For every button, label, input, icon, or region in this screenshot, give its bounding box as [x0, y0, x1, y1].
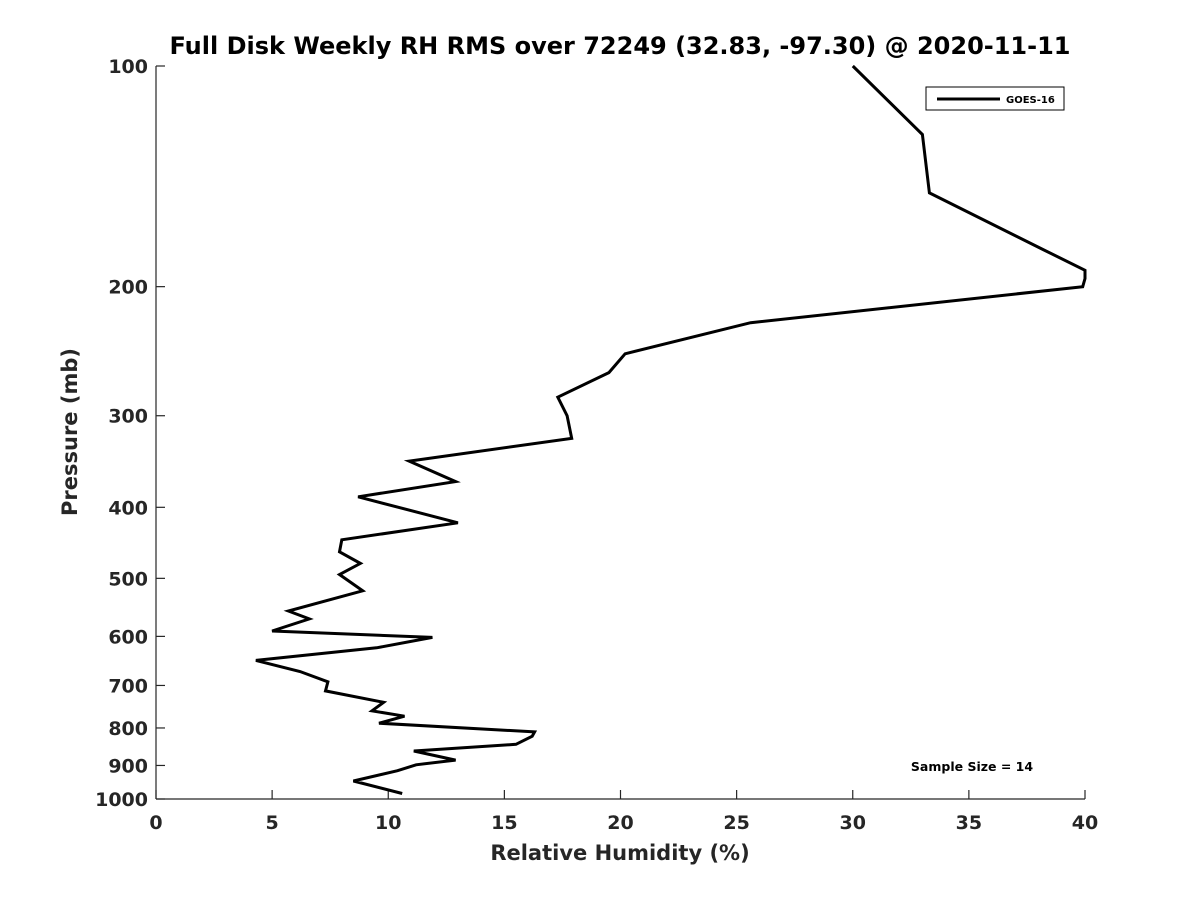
y-tick-label: 1000	[95, 789, 148, 811]
y-tick-label: 200	[108, 277, 148, 299]
y-tick-label: 600	[108, 626, 148, 648]
series-line-goes-16	[255, 64, 1087, 795]
y-tick-label: 800	[108, 718, 148, 740]
y-tick-label: 300	[108, 406, 148, 428]
sample-size-annotation: Sample Size = 14	[911, 759, 1033, 774]
x-tick-label: 20	[607, 812, 633, 834]
y-tick-label: 700	[108, 675, 148, 697]
x-tick-label: 10	[375, 812, 401, 834]
y-tick-label: 400	[108, 497, 148, 519]
x-tick-label: 40	[1072, 812, 1098, 834]
y-tick-label: 500	[108, 568, 148, 590]
y-tick-label: 900	[108, 755, 148, 777]
legend-label-goes-16: GOES-16	[1006, 95, 1055, 106]
y-tick-label: 100	[108, 56, 148, 78]
x-axis-label: Relative Humidity (%)	[490, 841, 749, 865]
series-group	[255, 64, 1087, 795]
legend: GOES-16	[925, 86, 1065, 111]
y-axis-label: Pressure (mb)	[58, 348, 82, 516]
y-axis-ticks: 100 200 300 400 500 600 700 800 900 1000	[95, 56, 165, 811]
plot-area	[156, 66, 1085, 799]
x-tick-label: 30	[840, 812, 866, 834]
x-axis-ticks: 0 5 10 15 20 25 30 35 40	[149, 790, 1098, 834]
x-tick-label: 0	[149, 812, 162, 834]
x-tick-label: 35	[956, 812, 982, 834]
chart-title: Full Disk Weekly RH RMS over 72249 (32.8…	[169, 32, 1070, 60]
x-tick-label: 5	[266, 812, 279, 834]
x-tick-label: 15	[491, 812, 517, 834]
x-tick-label: 25	[723, 812, 749, 834]
